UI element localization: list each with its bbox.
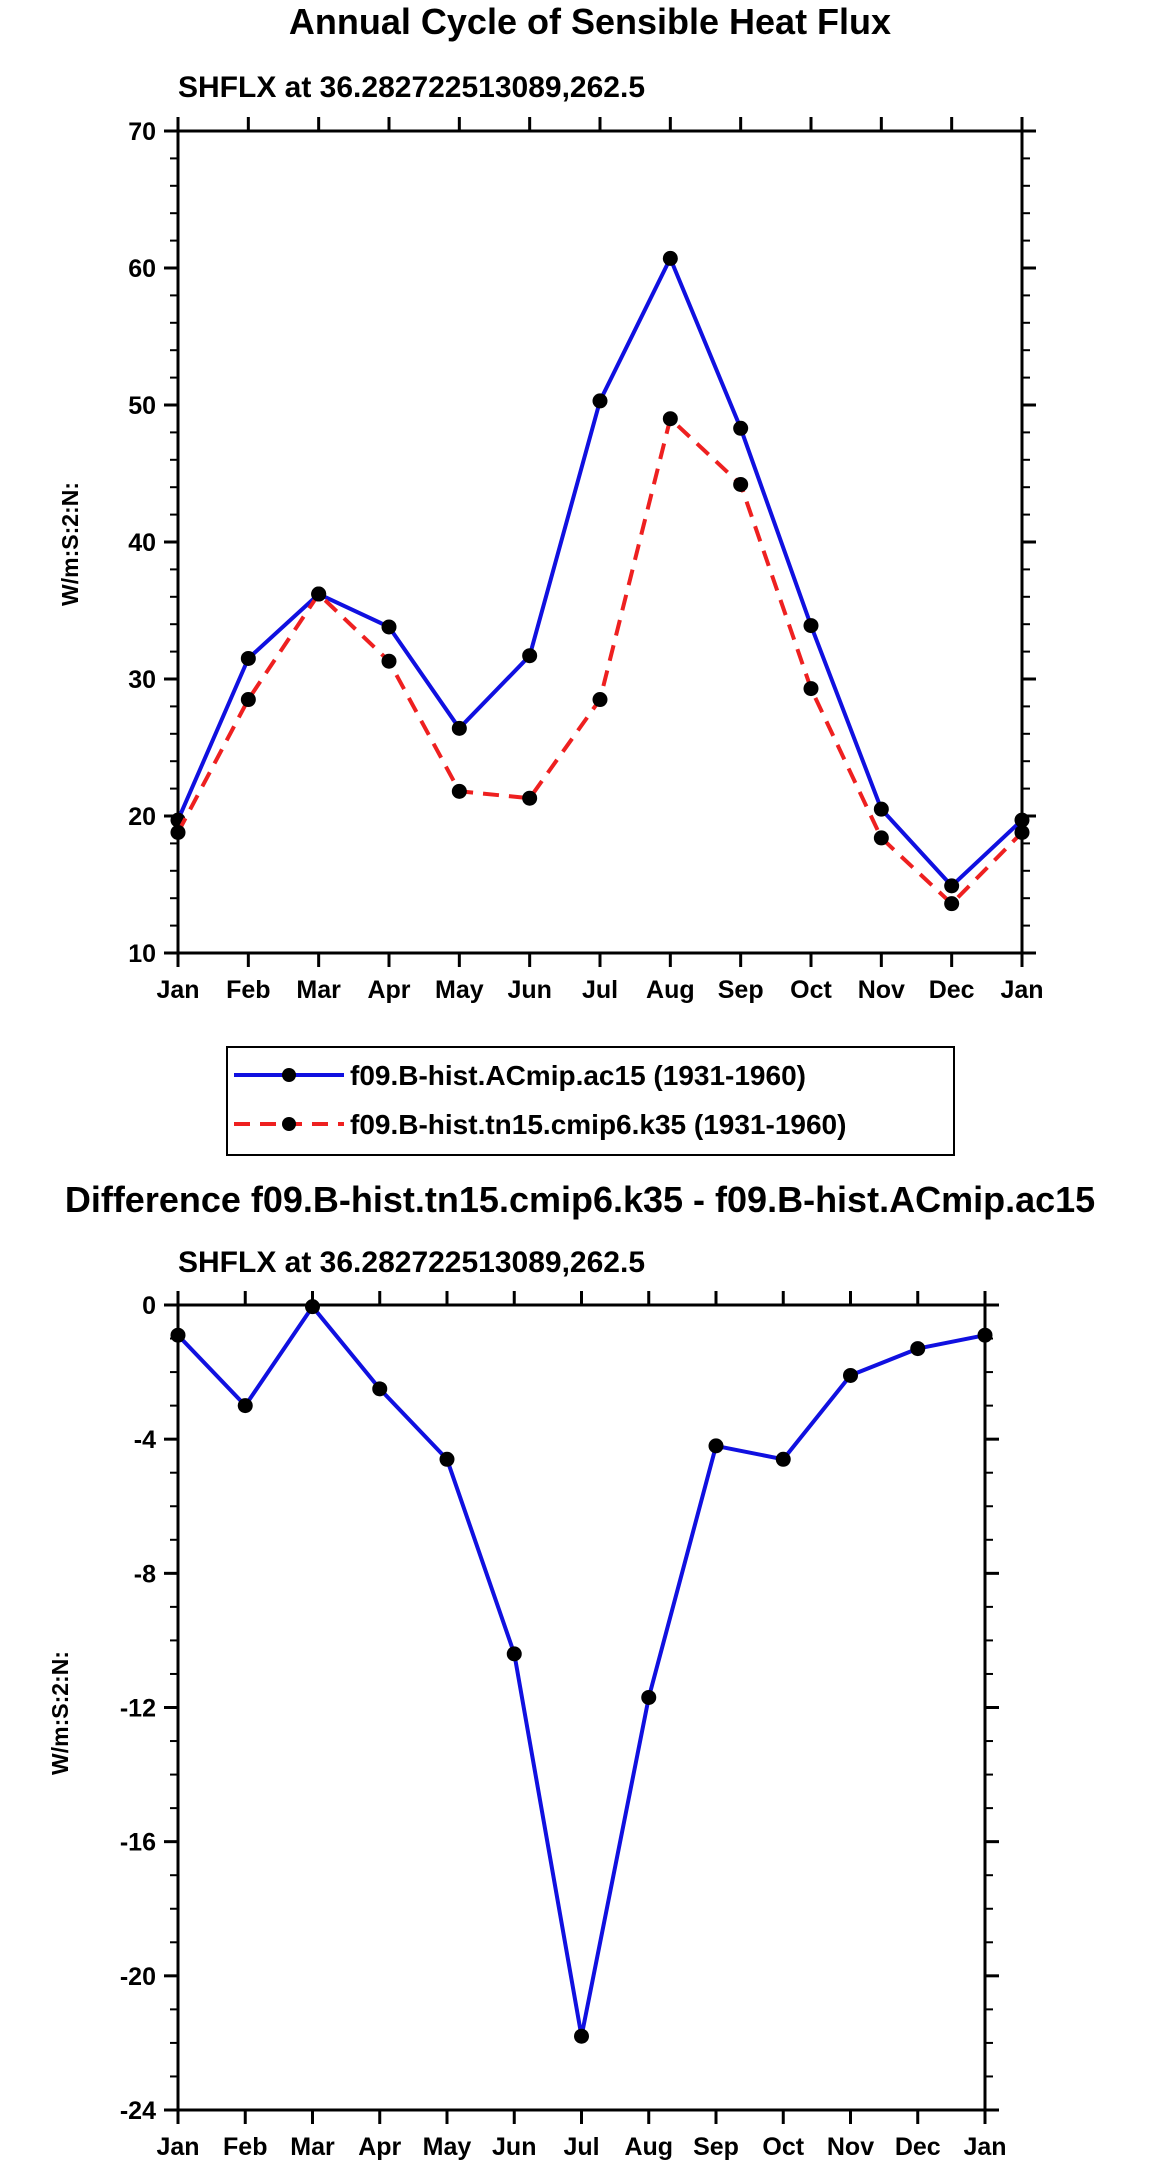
y-tick-label: 20 [128, 803, 156, 831]
y-tick-label: -8 [134, 1560, 156, 1588]
chart1-ylabel: W/m:S:2:N: [57, 482, 83, 606]
series-1-point [977, 1327, 993, 1343]
series-2-point [522, 790, 538, 806]
series-1-point [574, 2028, 589, 2044]
series-2-point [311, 586, 327, 602]
series-2-point [381, 653, 397, 669]
chart2-subtitle: SHFLX at 36.282722513089,262.5 [178, 1246, 645, 1279]
x-tick-label: Jan [156, 2133, 199, 2161]
series-1-point [439, 1451, 455, 1467]
x-tick-label: Apr [367, 976, 410, 1004]
x-tick-label: Oct [790, 976, 832, 1004]
x-tick-label: Aug [646, 976, 695, 1004]
series-1-point [170, 1327, 186, 1343]
series-2-point [944, 896, 960, 912]
legend-label-series-2: f09.B-hist.tn15.cmip6.k35 (1931-1960) [350, 1109, 846, 1140]
series-1-point [733, 420, 749, 436]
series-1-point [522, 648, 538, 664]
x-tick-label: Jan [1000, 976, 1043, 1004]
x-tick-label: Sep [718, 976, 764, 1004]
series-2-point [662, 411, 678, 427]
plot-frame [176, 1303, 987, 2112]
x-tick-label: Jul [563, 2133, 599, 2161]
y-tick-label: 50 [128, 392, 156, 420]
legend-marker-series-2 [282, 1117, 296, 1131]
series-1-point [803, 618, 819, 634]
series-1-point [944, 878, 960, 894]
series-line-1 [176, 1304, 986, 2039]
series-line-2 [176, 416, 1024, 906]
series-2-point [733, 476, 749, 492]
x-tick-label: Dec [895, 2133, 941, 2161]
series-1-point [381, 619, 397, 635]
series-1-point [240, 650, 256, 666]
series-1-point [1014, 812, 1030, 828]
series-1-point [708, 1438, 724, 1454]
y-tick-label: 40 [128, 529, 156, 557]
legend-box [226, 1046, 955, 1156]
series-2-point [803, 681, 819, 697]
y-tick-label: -24 [120, 2097, 156, 2125]
x-tick-label: Jan [156, 976, 199, 1004]
y-tick-label: -16 [120, 1829, 156, 1857]
chart2-ylabel: W/m:S:2:N: [47, 1651, 73, 1775]
series-2-point [170, 824, 186, 840]
x-tick-label: Dec [929, 976, 975, 1004]
x-tick-label: Aug [624, 2133, 673, 2161]
x-tick-label: May [435, 976, 484, 1004]
y-tick-label: 10 [128, 940, 156, 968]
x-tick-label: Apr [358, 2133, 401, 2161]
chart1-plot-area: 10 20 30 40 50 60 70 Jan Feb Mar Apr May Jun Jul Aug Se… [128, 117, 1044, 1004]
series-2-point [1014, 824, 1030, 840]
x-tick-label: Jul [582, 976, 618, 1004]
x-tick-label: Oct [762, 2133, 804, 2161]
legend-marker-series-1 [282, 1068, 296, 1082]
x-tick-label: Nov [858, 976, 905, 1004]
chart2-title: Difference f09.B-hist.tn15.cmip6.k35 - f… [65, 1179, 1095, 1220]
series-1-point [662, 250, 678, 266]
chart2-plot-area: -24 -20 -16 -12 -8 -4 0 Jan Feb Mar Apr May Jun Jul Au… [120, 1291, 1007, 2161]
chart1-subtitle: SHFLX at 36.282722513089,262.5 [178, 71, 645, 104]
y-tick-label: -4 [134, 1426, 156, 1454]
series-1-point [775, 1451, 791, 1467]
chart1-legend: f09.B-hist.ACmip.ac15 (1931-1960) f09.B-… [226, 1046, 955, 1156]
series-1-point [910, 1341, 926, 1357]
x-tick-label: Nov [827, 2133, 874, 2161]
plot-frame [176, 129, 1024, 955]
x-tick-label: Sep [693, 2133, 739, 2161]
x-tick-label: Mar [290, 2133, 335, 2161]
x-tick-label: May [423, 2133, 472, 2161]
x-tick-label: Mar [296, 976, 341, 1004]
series-1-point [451, 720, 467, 736]
series-1-point [592, 393, 608, 409]
chart1-title: Annual Cycle of Sensible Heat Flux [289, 1, 891, 42]
series-line-1 [176, 256, 1024, 888]
y-tick-label: 0 [142, 1292, 156, 1320]
y-tick-label: 70 [128, 118, 156, 146]
y-tick-label: 30 [128, 666, 156, 694]
y-tick-label: 60 [128, 255, 156, 283]
series-1-point [237, 1398, 253, 1414]
x-tick-label: Jun [492, 2133, 536, 2161]
x-tick-label: Jan [963, 2133, 1006, 2161]
y-tick-label: -20 [120, 1963, 156, 1991]
series-1-point [843, 1367, 858, 1383]
legend-label-series-1: f09.B-hist.ACmip.ac15 (1931-1960) [350, 1060, 806, 1091]
series-1-point [873, 801, 889, 817]
series-2-point [592, 692, 608, 708]
series-1-point [305, 1299, 320, 1315]
series-2-point [873, 830, 889, 846]
series-2-point [451, 783, 467, 799]
y-tick-label: -12 [120, 1695, 156, 1723]
x-tick-label: Feb [223, 2133, 267, 2161]
series-1-point [641, 1689, 657, 1705]
x-tick-label: Feb [226, 976, 270, 1004]
series-2-point [240, 692, 256, 708]
x-tick-label: Jun [507, 976, 551, 1004]
series-1-point [506, 1646, 522, 1662]
series-1-point [372, 1381, 388, 1397]
